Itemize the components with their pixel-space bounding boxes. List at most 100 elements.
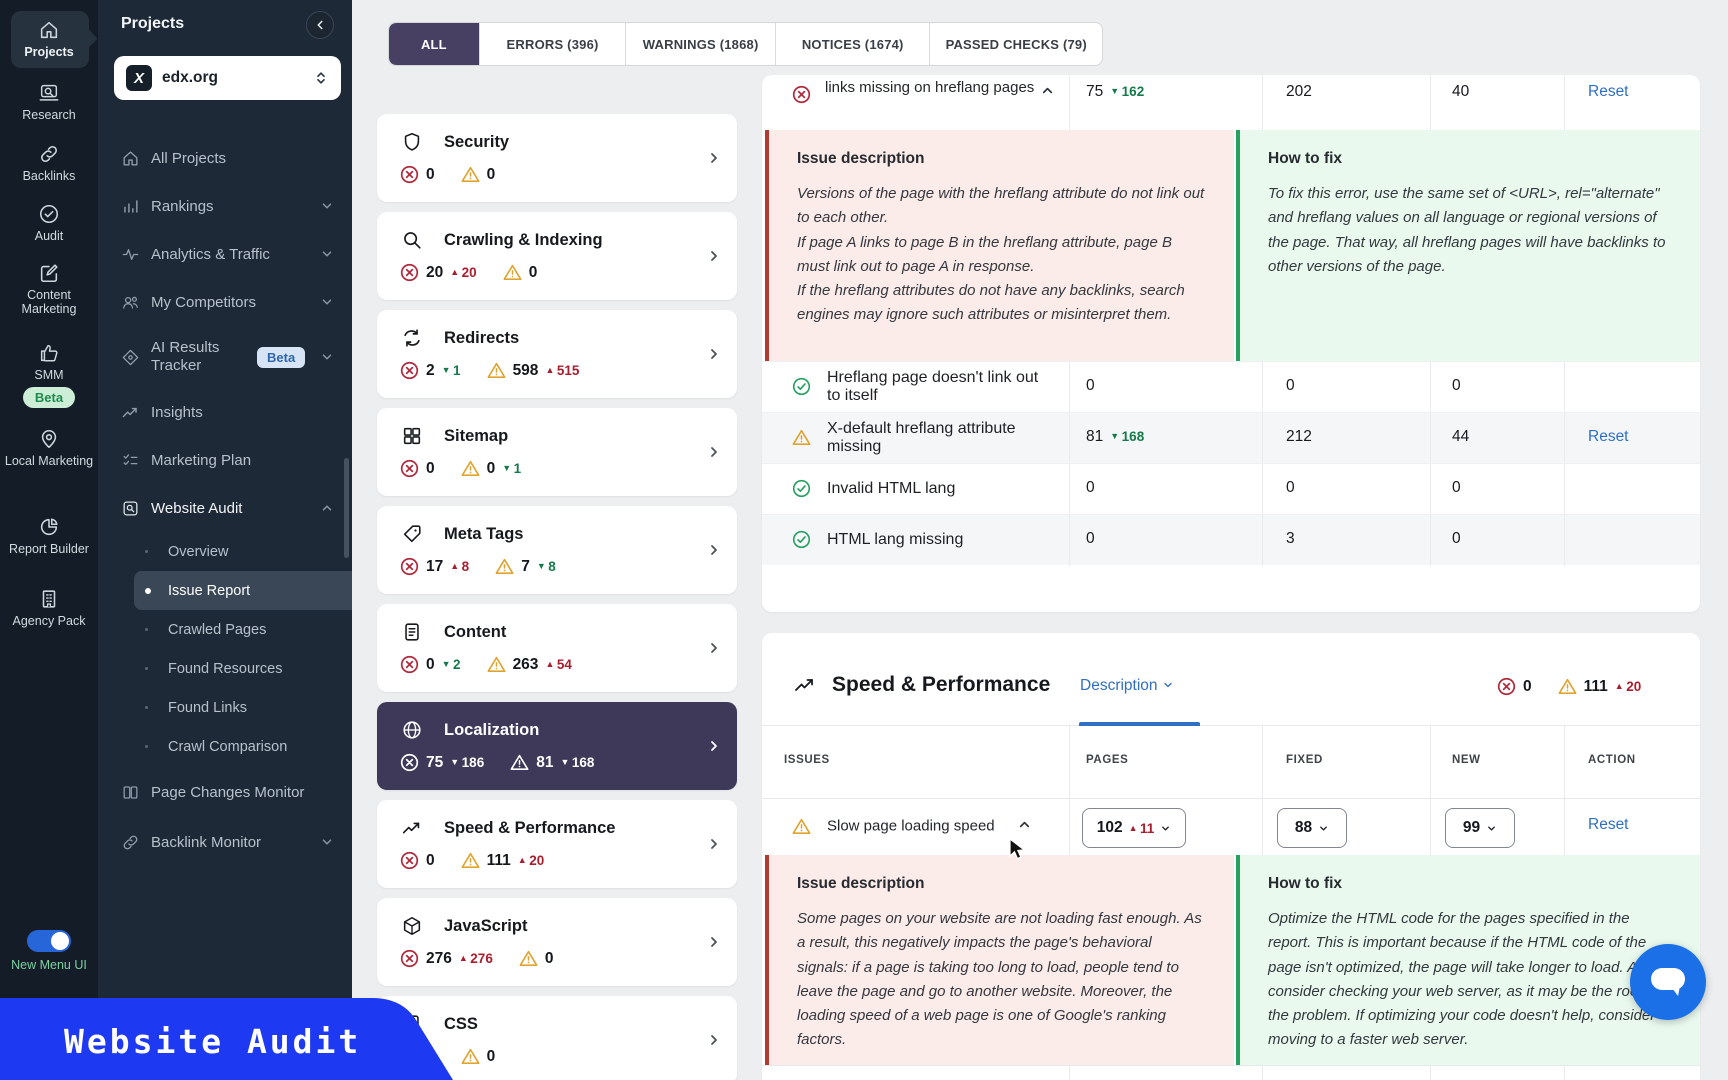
rail-item-content-marketing[interactable]: Content Marketing xyxy=(0,262,98,317)
sidebar-subitem-crawled-pages[interactable]: Crawled Pages xyxy=(98,610,352,649)
column-separator xyxy=(1069,1066,1070,1080)
sidebar-item-all-projects[interactable]: All Projects xyxy=(98,134,352,182)
warning-icon xyxy=(487,361,506,380)
tab-errors[interactable]: ERRORS (396) xyxy=(478,23,626,65)
category-card-meta-tags[interactable]: Meta Tags 17 8 7 8 xyxy=(377,506,737,594)
column-separator xyxy=(1069,515,1070,566)
research-icon xyxy=(38,82,60,104)
reset-link[interactable]: Reset xyxy=(1588,83,1629,100)
sidebar-collapse-button[interactable] xyxy=(306,11,334,39)
sidebar-item-analytics-traffic[interactable]: Analytics & Traffic xyxy=(98,230,352,278)
analytics-icon xyxy=(121,245,140,264)
passed-check-icon xyxy=(792,479,811,498)
warning-icon xyxy=(495,557,514,576)
rail-item-research[interactable]: Research xyxy=(0,82,98,122)
sidebar-item-label: Analytics & Traffic xyxy=(151,245,270,263)
sidebar-subitem-overview[interactable]: Overview xyxy=(98,532,352,571)
collapse-chevron-icon[interactable] xyxy=(1017,817,1032,832)
column-separator xyxy=(1430,799,1431,856)
issue-row-slow-page-loading[interactable]: Slow page loading speed 102 11 88 99 Res… xyxy=(762,798,1700,856)
css-icon xyxy=(401,1013,423,1035)
tab-all[interactable]: ALL xyxy=(389,23,479,65)
sidebar-subitem-found-links[interactable]: Found Links xyxy=(98,688,352,727)
sidebar-item-insights[interactable]: Insights xyxy=(98,388,352,436)
rail-item-local-marketing[interactable]: Local Marketing xyxy=(0,428,98,468)
sidebar-subitem-label: Found Resources xyxy=(168,660,283,677)
sidebar-subitem-issue-report[interactable]: Issue Report xyxy=(134,571,352,610)
reset-link[interactable]: Reset xyxy=(1588,816,1629,833)
sidebar-item-backlink-monitor[interactable]: Backlink Monitor xyxy=(98,818,352,866)
issue-name: Slow page loading speed xyxy=(827,817,995,835)
severity-filter-tabs: ALL ERRORS (396) WARNINGS (1868) NOTICES… xyxy=(388,22,1103,66)
column-separator xyxy=(1069,75,1070,130)
category-card-css[interactable]: CSS 0 0 xyxy=(377,996,737,1080)
sidebar-item-ai-results-tracker[interactable]: AI Results Tracker Beta xyxy=(98,326,352,388)
error-icon xyxy=(400,165,419,184)
category-card-speed-performance[interactable]: Speed & Performance 0 111 20 xyxy=(377,800,737,888)
error-icon xyxy=(400,753,419,772)
project-selector[interactable]: X edx.org xyxy=(114,56,341,100)
category-card-localization[interactable]: Localization 75 186 81 168 xyxy=(377,702,737,790)
rail-item-agency-pack[interactable]: Agency Pack xyxy=(0,588,98,628)
bullet-dot xyxy=(145,550,148,553)
tab-notices[interactable]: NOTICES (1674) xyxy=(774,23,930,65)
shield-icon xyxy=(401,131,423,153)
column-header-pages: PAGES xyxy=(1086,754,1129,766)
new-menu-toggle[interactable] xyxy=(27,930,71,952)
chat-button[interactable] xyxy=(1630,944,1706,1020)
reset-link[interactable]: Reset xyxy=(1588,428,1629,445)
sidebar-item-website-audit[interactable]: Website Audit xyxy=(98,484,352,532)
rail-item-projects-highlight xyxy=(11,11,89,68)
chevron-down-icon xyxy=(320,835,334,849)
column-separator xyxy=(1430,726,1431,798)
rail-item-smm[interactable]: SMM Beta xyxy=(0,342,98,409)
rail-item-audit[interactable]: Audit xyxy=(0,203,98,243)
pages-dropdown[interactable]: 102 11 xyxy=(1082,808,1186,848)
error-icon xyxy=(1497,677,1516,696)
how-to-fix-text: Optimize the HTML code for the pages spe… xyxy=(1268,910,1661,1049)
error-count: 2 xyxy=(426,361,435,379)
new-dropdown[interactable]: 99 xyxy=(1445,808,1515,848)
issue-name: Invalid HTML lang xyxy=(827,480,956,497)
column-separator xyxy=(1069,464,1070,515)
issue-row-html-lang-missing[interactable]: HTML lang missing 0 3 0 xyxy=(762,514,1700,566)
collapse-chevron-icon[interactable] xyxy=(1040,83,1055,98)
tab-warnings[interactable]: WARNINGS (1868) xyxy=(625,23,775,65)
bullet-dot xyxy=(145,745,148,748)
fixed-dropdown[interactable]: 88 xyxy=(1277,808,1347,848)
rail-item-backlinks[interactable]: Backlinks xyxy=(0,143,98,183)
chevron-down-icon xyxy=(320,295,334,309)
issue-row-invalid-html-lang[interactable]: Invalid HTML lang 0 0 0 xyxy=(762,463,1700,515)
category-title: Speed & Performance xyxy=(444,818,616,837)
sidebar-subitem-found-resources[interactable]: Found Resources xyxy=(98,649,352,688)
sitemap-icon xyxy=(401,425,423,447)
sidebar-item-marketing-plan[interactable]: Marketing Plan xyxy=(98,436,352,484)
category-card-sitemap[interactable]: Sitemap 0 0 1 xyxy=(377,408,737,496)
category-card-javascript[interactable]: JavaScript 276 276 0 xyxy=(377,898,737,986)
category-title: Security xyxy=(444,132,510,151)
error-icon xyxy=(400,851,419,870)
category-card-content[interactable]: Content 0 2 263 54 xyxy=(377,604,737,692)
error-icon xyxy=(400,949,419,968)
issue-description-title: Issue description xyxy=(797,150,925,167)
warning-delta: 20 xyxy=(518,853,544,868)
sidebar-item-page-changes-monitor[interactable]: Page Changes Monitor xyxy=(98,766,352,818)
category-card-crawling-indexing[interactable]: Crawling & Indexing 20 20 0 xyxy=(377,212,737,300)
rail-item-projects[interactable]: Projects xyxy=(0,19,98,59)
sidebar-item-label: Page Changes Monitor xyxy=(151,783,305,801)
sidebar-scrollbar[interactable] xyxy=(344,458,349,558)
category-title: Crawling & Indexing xyxy=(444,230,603,249)
tab-passed-checks[interactable]: PASSED CHECKS (79) xyxy=(929,23,1102,65)
sidebar-subitem-crawl-comparison[interactable]: Crawl Comparison xyxy=(98,727,352,766)
sidebar-item-my-competitors[interactable]: My Competitors xyxy=(98,278,352,326)
issue-row-x-default-hreflang[interactable]: X-default hreflang attribute missing 81 1… xyxy=(762,412,1700,464)
category-title: CSS xyxy=(444,1014,478,1033)
sidebar-item-rankings[interactable]: Rankings xyxy=(98,182,352,230)
description-tab[interactable]: Description xyxy=(1080,677,1174,695)
issue-row-links-missing-hreflang[interactable]: links missing on hreflang pages 75 162 20… xyxy=(762,75,1700,130)
rail-item-report-builder[interactable]: Report Builder xyxy=(0,516,98,556)
issue-row-hreflang-page-doesnt-link[interactable]: Hreflang page doesn't link out to itself… xyxy=(762,361,1700,413)
category-card-security[interactable]: Security 0 0 xyxy=(377,114,737,202)
category-card-redirects[interactable]: Redirects 2 1 598 515 xyxy=(377,310,737,398)
column-separator xyxy=(1430,75,1431,130)
